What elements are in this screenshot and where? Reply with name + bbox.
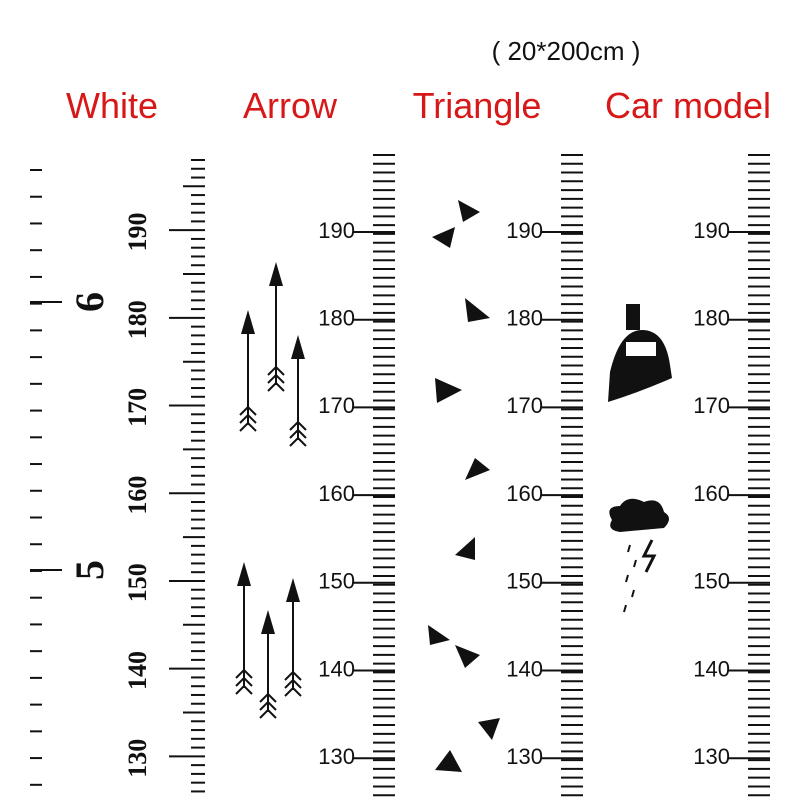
car-top (626, 304, 640, 330)
ruler-number: 150 (123, 563, 152, 602)
ruler-number: 150 (693, 569, 730, 594)
triangle (435, 750, 462, 772)
cloud (609, 498, 669, 532)
foot-number: 6 (67, 292, 112, 312)
ruler-number: 170 (693, 393, 730, 418)
ruler-number: 130 (506, 744, 543, 769)
arrow-fletch (289, 428, 307, 439)
ruler-number: 180 (123, 300, 152, 339)
lightning (641, 539, 657, 573)
column-label: Car model (605, 85, 771, 126)
arrow-fletch (259, 692, 277, 703)
column-label: Triangle (413, 85, 542, 126)
arrow-fletch (259, 708, 277, 719)
ruler-number: 160 (693, 481, 730, 506)
arrow-fletch (284, 670, 302, 681)
arrow-fletch (239, 413, 257, 424)
arrow-fletch (259, 700, 277, 711)
rain (627, 544, 631, 553)
triangle (478, 718, 500, 740)
ruler-number: 190 (693, 218, 730, 243)
arrow-head (261, 610, 275, 634)
rain (623, 604, 627, 613)
arrow-fletch (284, 686, 302, 697)
arrow-fletch (284, 678, 302, 689)
arrow-fletch (267, 365, 285, 376)
column-label: White (66, 85, 158, 126)
ruler-number: 170 (506, 393, 543, 418)
arrow-fletch (235, 684, 253, 695)
ruler-number: 170 (123, 388, 152, 427)
ruler-number: 180 (318, 306, 355, 331)
arrow-fletch (239, 405, 257, 416)
arrow-head (269, 262, 283, 286)
arrow-fletch (289, 420, 307, 431)
ruler-number: 140 (506, 656, 543, 681)
ruler-number: 140 (318, 656, 355, 681)
arrow-head (241, 310, 255, 334)
ruler-number: 130 (693, 744, 730, 769)
car-window (626, 342, 656, 356)
foot-number: 5 (67, 560, 112, 580)
ruler-number: 140 (123, 651, 152, 690)
ruler-number: 180 (506, 306, 543, 331)
arrow-fletch (235, 676, 253, 687)
ruler-number: 170 (318, 393, 355, 418)
triangle (465, 458, 490, 480)
ruler-number: 180 (693, 306, 730, 331)
column-label: Arrow (243, 85, 338, 126)
ruler-number: 130 (318, 744, 355, 769)
triangle (428, 625, 450, 645)
ruler-number: 190 (123, 213, 152, 252)
triangle (435, 378, 462, 403)
arrow-fletch (267, 373, 285, 384)
ruler-number: 160 (123, 476, 152, 515)
ruler-number: 190 (318, 218, 355, 243)
triangle (432, 227, 455, 248)
triangle (455, 645, 480, 668)
ruler-number: 160 (506, 481, 543, 506)
size-title: ( 20*200cm ) (492, 36, 641, 66)
arrow-fletch (289, 436, 307, 447)
triangle (455, 537, 475, 560)
arrow-head (291, 335, 305, 359)
ruler-number: 130 (123, 739, 152, 778)
arrow-fletch (239, 421, 257, 432)
ruler-number: 160 (318, 481, 355, 506)
ruler-number: 150 (506, 569, 543, 594)
arrow-fletch (267, 381, 285, 392)
ruler-number: 140 (693, 656, 730, 681)
rain (631, 589, 635, 598)
rain (625, 574, 629, 583)
ruler-number: 190 (506, 218, 543, 243)
triangle (465, 298, 490, 322)
arrow-head (286, 578, 300, 602)
rain (633, 559, 637, 568)
arrow-fletch (235, 668, 253, 679)
arrow-head (237, 562, 251, 586)
ruler-number: 150 (318, 569, 355, 594)
triangle (458, 200, 480, 222)
